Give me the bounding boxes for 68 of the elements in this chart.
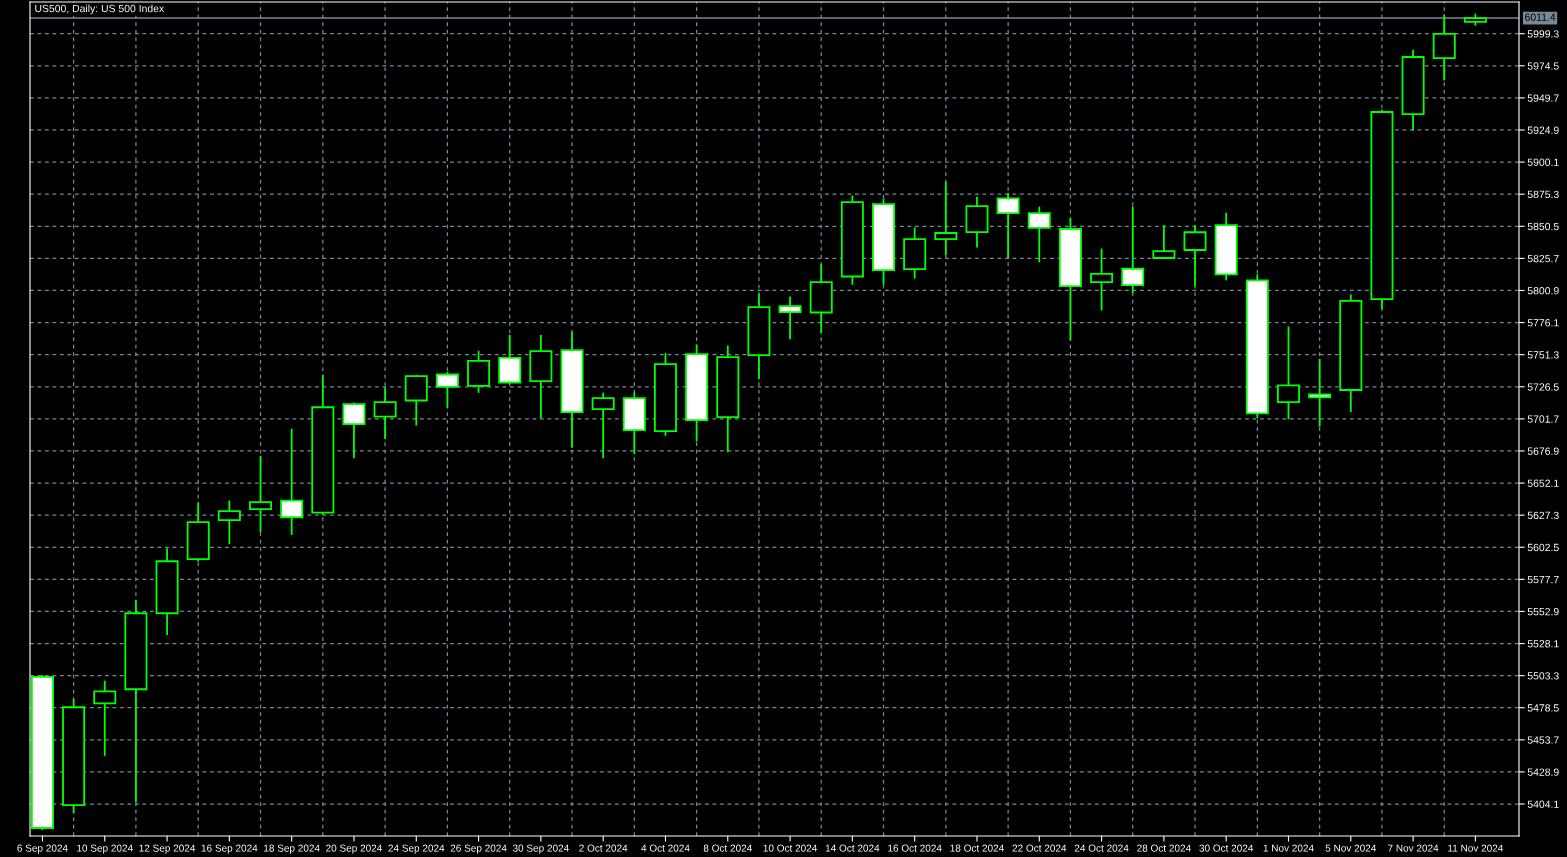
y-tick-label: 5552.9 — [1527, 607, 1559, 616]
y-tick-label: 5875.3 — [1527, 190, 1559, 199]
chart-title: US500, Daily: US 500 Index — [35, 4, 165, 15]
y-tick-label: 5577.7 — [1527, 575, 1559, 584]
y-tick-label: 5800.9 — [1527, 286, 1559, 295]
candlestick — [1090, 247, 1114, 312]
candlestick — [373, 386, 397, 440]
x-tick-label: 5 Nov 2024 — [1325, 844, 1377, 852]
candlestick — [1027, 205, 1051, 264]
candlestick — [342, 401, 366, 460]
x-tick-label: 28 Oct 2024 — [1137, 844, 1191, 852]
candlestick — [1183, 224, 1207, 288]
x-tick-label: 16 Sep 2024 — [201, 844, 258, 854]
y-tick-label: 5453.7 — [1527, 736, 1559, 744]
x-tick-label: 18 Oct 2024 — [950, 844, 1004, 852]
candlestick — [1276, 325, 1300, 421]
candlestick — [996, 192, 1020, 260]
candlestick — [435, 370, 459, 409]
y-tick-label: 5528.1 — [1527, 640, 1559, 648]
x-tick-label: 14 Oct 2024 — [825, 844, 880, 852]
x-tick-label: 24 Oct 2024 — [1074, 844, 1129, 852]
y-tick-label: 5652.1 — [1527, 479, 1559, 487]
y-tick-label: 5428.9 — [1527, 768, 1559, 776]
x-tick-label: 8 Oct 2024 — [703, 844, 752, 852]
x-tick-label: 30 Sep 2024 — [512, 844, 569, 854]
x-tick-label: 18 Sep 2024 — [264, 844, 320, 854]
x-tick-label: 2 Oct 2024 — [579, 844, 628, 852]
candlestick — [217, 499, 241, 546]
y-tick-label: 5974.5 — [1527, 62, 1559, 70]
y-tick-label: 5627.3 — [1527, 511, 1559, 520]
y-tick-label: 5503.3 — [1527, 672, 1559, 680]
candlestick — [591, 391, 615, 460]
y-tick-label: 5924.9 — [1527, 126, 1559, 134]
y-tick-label: 5478.5 — [1527, 704, 1559, 712]
candlestick — [778, 295, 802, 341]
candlestick — [1121, 205, 1145, 294]
x-tick-label: 26 Sep 2024 — [450, 844, 507, 854]
x-tick-label: 22 Oct 2024 — [1012, 844, 1067, 852]
candlestick — [934, 180, 958, 256]
candlestick — [249, 454, 273, 534]
candlestick — [93, 679, 117, 757]
y-tick-label: 5949.7 — [1527, 94, 1559, 102]
x-tick-label: 1 Nov 2024 — [1263, 844, 1314, 852]
x-tick-label: 11 Nov 2024 — [1448, 844, 1504, 852]
x-tick-label: 16 Oct 2024 — [888, 844, 942, 852]
candlestick — [280, 427, 304, 536]
x-tick-label: 7 Nov 2024 — [1388, 844, 1439, 852]
y-tick-label: 5900.1 — [1527, 158, 1559, 166]
y-tick-label: 5602.5 — [1527, 543, 1559, 552]
x-tick-label: 4 Oct 2024 — [641, 844, 690, 852]
y-tick-label: 5404.1 — [1527, 800, 1559, 808]
y-tick-label: 5850.5 — [1527, 222, 1559, 231]
candlestick — [1152, 224, 1176, 260]
y-tick-label: 5999.3 — [1527, 30, 1559, 38]
x-tick-label: 30 Oct 2024 — [1199, 844, 1254, 852]
ref-line-label: 6011.4 — [1525, 13, 1556, 21]
x-tick-label: 10 Sep 2024 — [77, 844, 133, 854]
y-tick-label: 5676.9 — [1527, 447, 1559, 455]
x-tick-label: 6 Sep 2024 — [17, 844, 68, 854]
x-tick-label: 24 Sep 2024 — [388, 844, 445, 854]
y-tick-label: 5776.1 — [1527, 319, 1559, 327]
x-tick-label: 10 Oct 2024 — [763, 844, 818, 852]
x-tick-label: 20 Sep 2024 — [326, 844, 383, 854]
y-tick-label: 5751.3 — [1527, 351, 1559, 359]
y-tick-label: 5726.5 — [1527, 383, 1559, 391]
y-tick-label: 5825.7 — [1527, 254, 1559, 263]
x-tick-label: 12 Sep 2024 — [139, 844, 196, 854]
y-tick-label: 5701.7 — [1527, 415, 1559, 423]
